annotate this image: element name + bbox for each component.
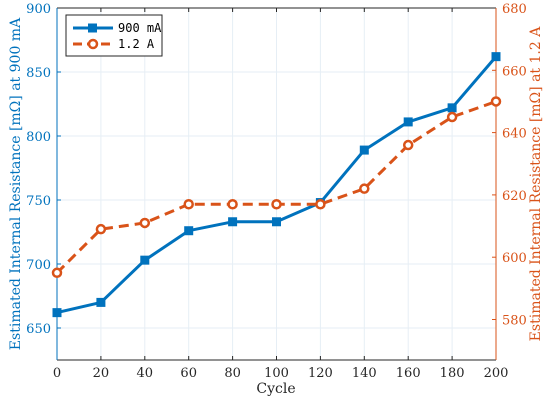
- y-right-tick-label: 620: [502, 189, 527, 204]
- y-axis-left-label: Estimated Internal Resistance [mΩ] at 90…: [8, 17, 24, 350]
- data-point-1-2a: [359, 183, 370, 194]
- data-point-1-2a: [490, 96, 502, 107]
- y-right-tick-label: 680: [502, 2, 527, 17]
- data-point-1-2a: [271, 198, 282, 210]
- y-right-tick-label: 640: [502, 127, 527, 142]
- grid-layer: [56, 7, 497, 360]
- x-tick-label: 80: [224, 366, 241, 381]
- x-tick-label: 60: [180, 366, 197, 381]
- data-point-1-2a: [51, 267, 63, 279]
- x-tick-label: 100: [264, 366, 289, 381]
- legend-label-900ma: 900 mA: [118, 21, 162, 35]
- y-left-tick-label: 800: [26, 130, 51, 145]
- y-right-tick-label: 580: [502, 314, 527, 329]
- data-point-1-2a: [95, 223, 107, 235]
- legend: 900 mA 1.2 A: [65, 14, 163, 57]
- legend-box: [65, 14, 163, 57]
- x-tick-label: 0: [53, 366, 61, 381]
- y-right-tick-label: 600: [502, 251, 527, 266]
- x-tick-label: 160: [396, 366, 421, 381]
- x-tick-label: 140: [352, 366, 377, 381]
- y-right-tick-label: 660: [502, 64, 527, 79]
- x-tick-label: 120: [308, 366, 333, 381]
- data-point-900ma: [447, 103, 457, 113]
- data-point-900ma: [491, 52, 501, 62]
- data-point-1-2a: [446, 111, 458, 123]
- data-point-900ma: [403, 117, 413, 127]
- data-point-900ma: [96, 297, 106, 307]
- data-point-1-2a: [402, 139, 414, 151]
- legend-marker-1-2a: [87, 38, 99, 50]
- data-point-1-2a: [139, 217, 151, 229]
- y-left-tick-label: 900: [26, 2, 51, 17]
- y-left-tick-label: 700: [26, 258, 51, 273]
- x-tick-label: 40: [137, 366, 154, 381]
- axes-layer: 0 20 40 60 80 100 120 140 160 180 200 650 700 750 800 8…: [26, 2, 527, 381]
- y-axis-right-label: Estimated Internal Resistance [mΩ] at 1.…: [528, 26, 544, 342]
- x-tick-label: 20: [93, 366, 110, 381]
- labels-layer: Cycle Estimated Internal Resistance [mΩ]…: [8, 17, 544, 397]
- data-point-1-2a: [183, 198, 194, 210]
- series-layer: [51, 52, 502, 318]
- data-point-900ma: [359, 145, 369, 155]
- data-point-900ma: [272, 217, 281, 227]
- x-axis-label: Cycle: [256, 381, 295, 397]
- data-point-900ma: [140, 255, 150, 265]
- data-point-900ma: [228, 217, 238, 227]
- legend-marker-900ma: [88, 23, 97, 33]
- x-tick-label: 180: [440, 366, 465, 381]
- y-left-tick-label: 850: [26, 66, 51, 81]
- x-tick-label: 200: [484, 366, 509, 381]
- legend-label-1-2a: 1.2 A: [118, 37, 155, 51]
- data-point-1-2a: [315, 198, 326, 210]
- data-point-900ma: [52, 308, 62, 318]
- data-point-1-2a: [227, 198, 238, 210]
- data-point-900ma: [184, 226, 194, 236]
- y-left-tick-label: 650: [26, 322, 51, 337]
- y-left-tick-label: 750: [26, 194, 51, 209]
